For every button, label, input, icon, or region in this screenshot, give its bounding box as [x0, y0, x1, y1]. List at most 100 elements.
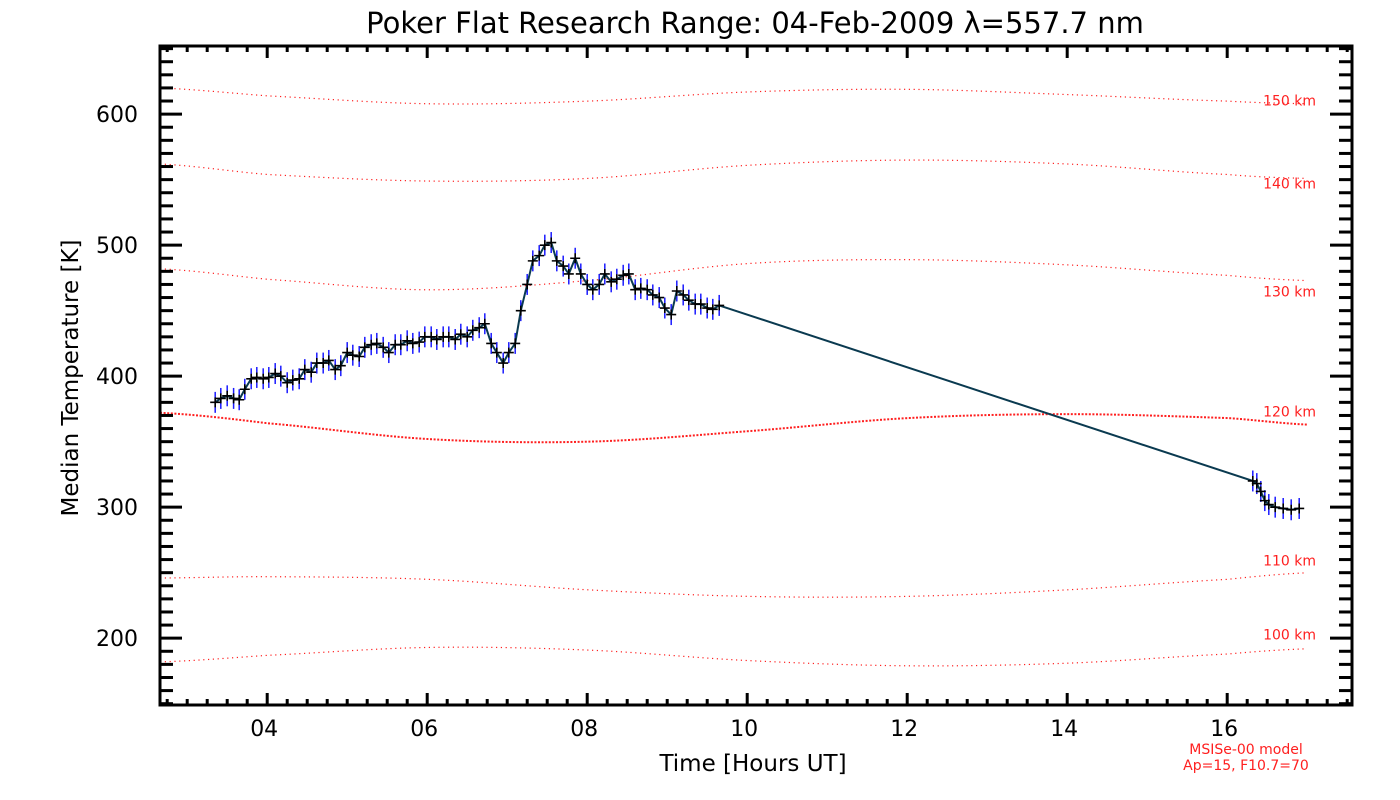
model-dot	[1222, 416, 1224, 419]
model-dot	[630, 275, 632, 277]
model-dot	[544, 586, 546, 588]
model-dot	[534, 441, 537, 444]
model-dot	[438, 579, 440, 581]
model-dot	[1302, 648, 1304, 650]
model-dot	[174, 88, 176, 90]
model-dot	[971, 665, 973, 667]
model-dot	[1201, 172, 1203, 174]
model-dot	[836, 596, 838, 598]
model-dot	[241, 171, 243, 173]
model-dot	[544, 179, 546, 181]
model-dot	[300, 425, 303, 428]
model-dot	[246, 276, 248, 278]
model-dot	[1220, 579, 1222, 581]
model-dot	[433, 103, 435, 105]
model-dot	[844, 421, 846, 424]
model-dot	[1186, 415, 1188, 418]
model-dot	[635, 438, 638, 441]
model-dot	[395, 102, 397, 104]
model-dot	[380, 577, 382, 579]
model-dot	[181, 413, 184, 416]
model-dot	[894, 259, 896, 261]
model-dot	[510, 102, 512, 105]
model-dot	[1220, 173, 1222, 175]
model-dot	[592, 589, 594, 591]
model-dot	[847, 421, 850, 424]
model-dot	[1139, 584, 1141, 586]
model-dot	[581, 440, 584, 443]
model-dot	[980, 664, 982, 667]
model-dot	[1076, 94, 1078, 96]
model-dot	[664, 592, 666, 595]
model-dot	[880, 664, 882, 667]
model-dot	[342, 177, 344, 179]
model-dot	[894, 665, 896, 667]
model-dot	[1019, 664, 1021, 666]
model-dot	[294, 175, 296, 177]
model-dot	[985, 593, 987, 595]
model-dot	[294, 653, 296, 655]
model-dot	[227, 657, 229, 659]
model-dot	[1172, 98, 1174, 100]
model-dot	[800, 425, 803, 428]
model-dot	[1038, 590, 1040, 592]
model-dot	[1009, 592, 1011, 594]
model-dot	[1259, 575, 1261, 577]
model-dot	[1216, 173, 1218, 175]
model-dot	[961, 665, 963, 667]
model-dot	[990, 664, 992, 666]
model-dot	[822, 663, 824, 665]
model-dot	[1264, 575, 1266, 577]
model-dot	[332, 283, 334, 286]
model-dot	[1177, 581, 1179, 584]
model-dot	[961, 259, 963, 262]
model-dot	[236, 576, 238, 578]
model-dot	[851, 259, 853, 261]
model-dot	[642, 438, 645, 441]
model-dot	[1086, 661, 1088, 663]
model-dot	[932, 159, 934, 161]
model-dot	[659, 592, 661, 594]
model-dot	[928, 89, 930, 91]
model-dot	[232, 418, 234, 421]
model-dot	[1048, 263, 1050, 265]
model-dot	[1249, 101, 1251, 103]
model-dot	[1254, 651, 1256, 653]
model-dot	[520, 102, 522, 104]
data-point-marker	[479, 318, 490, 329]
model-dot	[552, 441, 555, 444]
model-dot	[638, 438, 641, 441]
model-dot	[476, 646, 478, 648]
data-point-marker	[359, 342, 370, 353]
model-dot	[1110, 586, 1112, 588]
model-dot	[1076, 264, 1078, 266]
model-dot	[1187, 171, 1189, 173]
model-dot	[409, 102, 411, 104]
model-dot	[371, 286, 373, 289]
model-dot	[1052, 663, 1054, 665]
model-dot	[947, 89, 949, 91]
model-dot	[688, 268, 690, 270]
model-dot	[462, 580, 464, 582]
model-dot	[803, 89, 805, 91]
model-dot	[577, 588, 579, 590]
model-dot	[1158, 657, 1160, 659]
model-dot	[985, 260, 987, 262]
model-dot	[712, 594, 714, 597]
model-dot	[755, 595, 757, 598]
model-dot	[1134, 584, 1136, 587]
model-dot	[476, 103, 478, 105]
model-dot	[179, 269, 181, 271]
model-dot	[856, 88, 858, 90]
model-dot	[865, 259, 867, 261]
data-point-marker	[467, 325, 478, 336]
model-dot	[1244, 101, 1246, 103]
model-dot	[414, 647, 416, 649]
model-dot	[668, 593, 670, 595]
model-dot	[788, 661, 790, 664]
model-dot	[588, 440, 591, 443]
model-dot	[174, 577, 176, 579]
model-dot	[433, 579, 435, 581]
model-dot	[558, 648, 560, 650]
